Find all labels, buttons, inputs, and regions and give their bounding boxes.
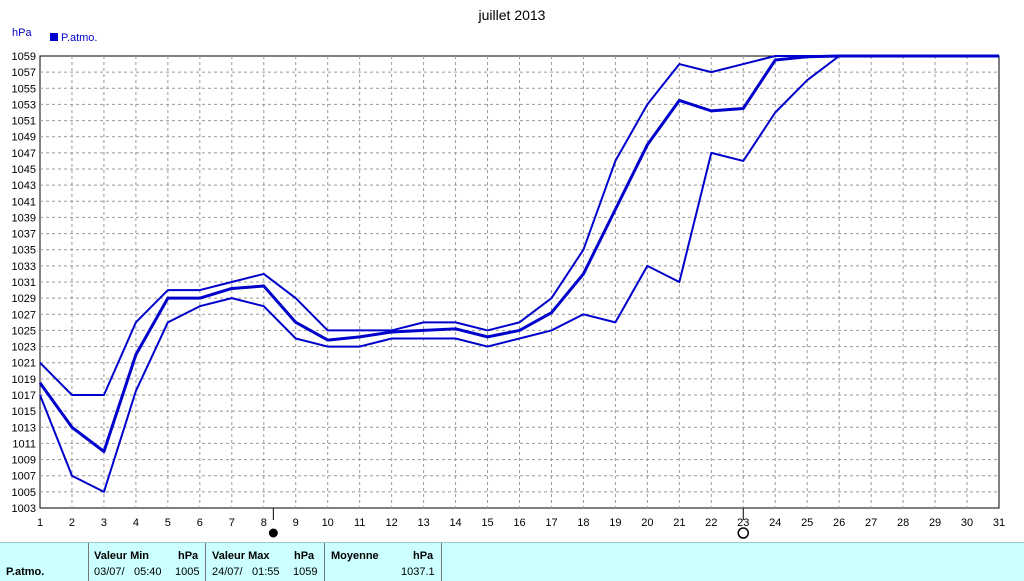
y-tick-label: 1005 <box>12 487 36 499</box>
x-tick-label: 5 <box>165 517 171 529</box>
x-tick-label: 22 <box>705 517 717 529</box>
x-ticks: 1 2 3 4 5 6 7 8 9 10 11 12 13 14 15 16 17 18 19 20 21 22 23 24 2… <box>37 517 1005 529</box>
min-date: 03/07/ <box>94 566 125 578</box>
y-tick-label: 1029 <box>12 293 36 305</box>
stats-row-label: P.atmo. <box>6 566 45 578</box>
x-tick-label: 2 <box>69 517 75 529</box>
y-tick-label: 1015 <box>12 406 36 418</box>
x-tick-label: 1 <box>37 517 43 529</box>
min-unit: hPa <box>178 550 199 562</box>
x-tick-label: 26 <box>833 517 845 529</box>
x-tick-label: 3 <box>101 517 107 529</box>
y-tick-label: 1033 <box>12 261 36 273</box>
legend-label: P.atmo. <box>61 32 98 44</box>
x-tick-label: 15 <box>481 517 493 529</box>
x-tick-label: 28 <box>897 517 909 529</box>
y-tick-label: 1017 <box>12 390 36 402</box>
x-tick-label: 25 <box>801 517 813 529</box>
x-tick-label: 6 <box>197 517 203 529</box>
series-group <box>38 54 999 493</box>
y-ticks: 1003 1005 1007 1009 1011 1013 1015 1017 1019 1021… <box>12 51 36 515</box>
stats-min-cell: Valeur Min hPa 03/07/ 05:40 1005 <box>88 543 205 581</box>
y-axis-unit: hPa <box>12 27 32 39</box>
y-tick-label: 1021 <box>12 358 36 370</box>
y-tick-label: 1043 <box>12 180 36 192</box>
x-tick-label: 27 <box>865 517 877 529</box>
x-tick-label: 4 <box>133 517 139 529</box>
x-tick-label: 20 <box>641 517 653 529</box>
x-tick-label: 19 <box>609 517 621 529</box>
x-tick-label: 17 <box>545 517 557 529</box>
legend-swatch <box>50 33 58 41</box>
chart-area: juillet 2013 hPa P.atmo. 100310051007100… <box>12 7 1005 539</box>
x-tick-label: 12 <box>386 517 398 529</box>
max-value: 1059 <box>293 566 318 578</box>
x-tick-label: 13 <box>417 517 429 529</box>
min-header: Valeur Min <box>94 550 150 562</box>
y-tick-label: 1019 <box>12 374 36 386</box>
y-tick-label: 1057 <box>12 67 36 79</box>
max-unit: hPa <box>294 550 315 562</box>
y-tick-label: 1003 <box>12 503 36 515</box>
y-tick-label: 1009 <box>12 455 36 467</box>
y-tick-label: 1031 <box>12 277 36 289</box>
series-line-min <box>39 55 999 493</box>
x-tick-label: 10 <box>322 517 334 529</box>
stats-bar: P.atmo. Valeur Min hPa 03/07/ 05:40 1005… <box>0 542 1024 581</box>
x-tick-label: 11 <box>354 517 365 529</box>
x-tick-label: 21 <box>673 517 685 529</box>
y-tick-label: 1047 <box>12 148 36 160</box>
x-tick-label: 24 <box>769 517 781 529</box>
full-moon-icon <box>737 527 750 539</box>
min-time: 05:40 <box>134 566 162 578</box>
y-tick-label: 1041 <box>12 196 36 208</box>
y-tick-label: 1027 <box>12 309 36 321</box>
x-tick-label: 9 <box>293 517 299 529</box>
y-tick-label: 1037 <box>12 229 36 241</box>
avg-header: Moyenne <box>331 550 379 562</box>
y-tick-label: 1035 <box>12 245 36 257</box>
y-tick-label: 1055 <box>12 83 36 95</box>
avg-value: 1037.1 <box>401 566 435 578</box>
x-tick-label: 16 <box>513 517 525 529</box>
chart-title: juillet 2013 <box>478 7 546 23</box>
y-tick-label: 1053 <box>12 99 36 111</box>
min-value: 1005 <box>175 566 200 578</box>
x-tick-label: 7 <box>229 517 235 529</box>
new-moon-icon <box>268 528 278 538</box>
stats-max-cell: Valeur Max hPa 24/07/ 01:55 1059 <box>205 543 324 581</box>
x-tick-label: 23 <box>737 517 749 529</box>
y-tick-label: 1051 <box>12 116 36 128</box>
y-tick-label: 1025 <box>12 325 36 337</box>
x-tick-label: 29 <box>929 517 941 529</box>
max-date: 24/07/ <box>212 566 243 578</box>
stats-avg-cell: Moyenne hPa 1037.1 <box>324 543 442 581</box>
x-tick-label: 8 <box>261 517 267 529</box>
y-tick-label: 1059 <box>12 51 36 63</box>
y-tick-label: 1039 <box>12 212 36 224</box>
max-header: Valeur Max <box>212 550 270 562</box>
x-tick-label: 31 <box>993 517 1005 529</box>
x-tick-label: 18 <box>577 517 589 529</box>
y-tick-label: 1045 <box>12 164 36 176</box>
y-tick-label: 1013 <box>12 422 36 434</box>
y-tick-label: 1049 <box>12 132 36 144</box>
moon-markers <box>268 508 750 539</box>
x-tick-label: 30 <box>961 517 973 529</box>
y-tick-label: 1007 <box>12 471 36 483</box>
grid <box>39 55 1000 509</box>
y-tick-label: 1011 <box>12 438 36 450</box>
y-tick-label: 1023 <box>12 342 36 354</box>
avg-unit: hPa <box>413 550 434 562</box>
max-time: 01:55 <box>252 566 280 578</box>
x-tick-label: 14 <box>449 517 461 529</box>
